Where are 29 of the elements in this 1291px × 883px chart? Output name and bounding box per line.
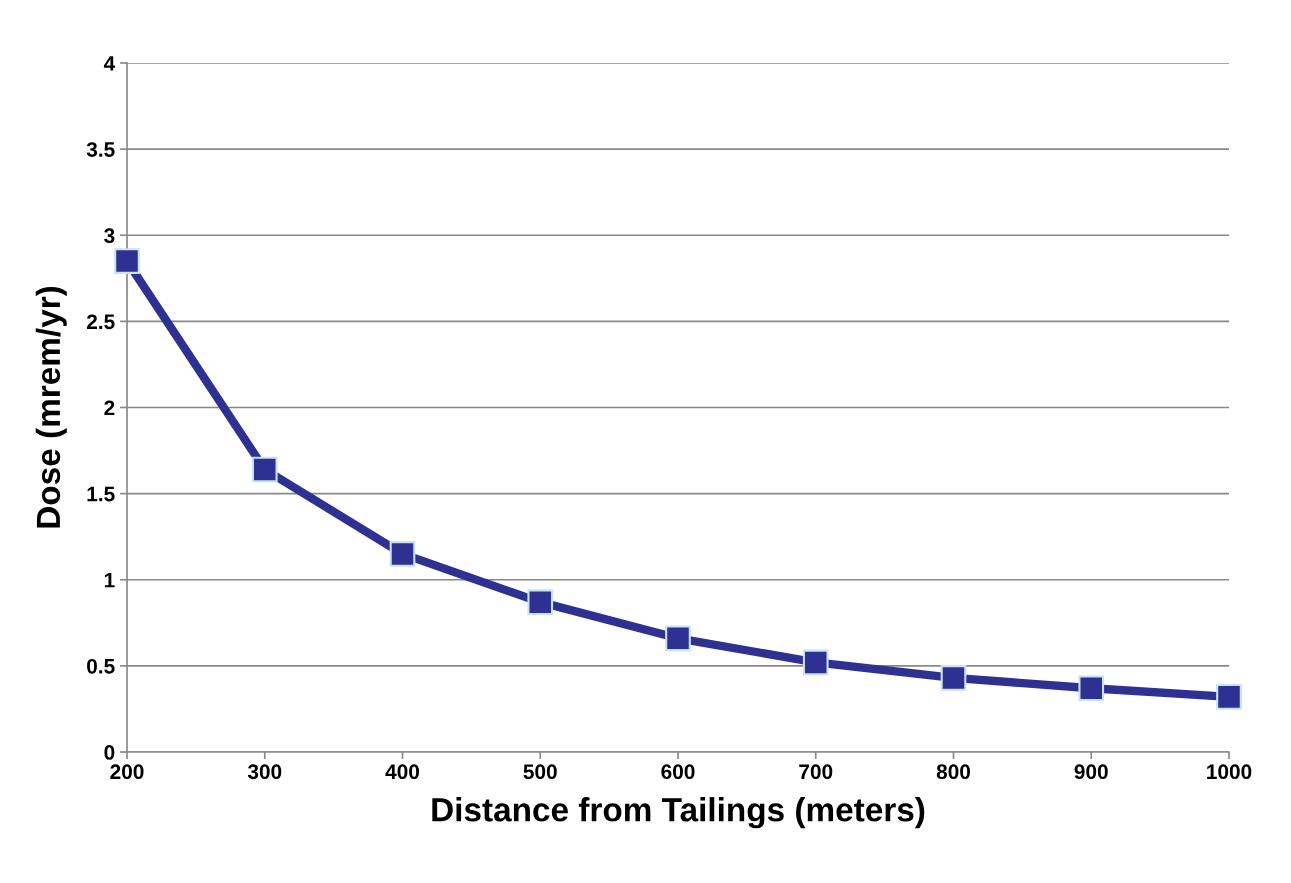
x-tick-label: 700: [799, 764, 833, 780]
y-tick-label: 2.5: [86, 314, 115, 330]
point: [251, 456, 278, 483]
point: [527, 589, 554, 615]
x-axis-title: Distance from Tailings (meters): [432, 797, 925, 829]
point: [940, 665, 967, 691]
x-tick-label: 1000: [1207, 764, 1252, 780]
point: [665, 625, 691, 652]
y-tick-label: 1: [104, 572, 115, 588]
x-tick-label: 300: [247, 764, 282, 780]
x-tick-label: 500: [523, 764, 557, 780]
y-tick-label: 0: [104, 745, 115, 760]
x-tick-label: 400: [385, 764, 420, 780]
x-tick-label: 900: [1074, 764, 1108, 780]
y-tick-label: 3: [104, 228, 115, 244]
point: [1216, 684, 1242, 710]
point: [802, 649, 829, 676]
point: [114, 248, 140, 274]
y-tick-label: 3.5: [86, 142, 115, 157]
y-tick-label: 0.5: [87, 658, 115, 674]
x-tick-label: 600: [661, 764, 695, 780]
x-tick-label: 200: [110, 764, 144, 780]
y-axis-title: Dose (mrem/yr): [35, 286, 67, 528]
x-tick-label: 800: [936, 764, 971, 780]
y-tick-label: 1.5: [87, 486, 115, 502]
point: [1078, 675, 1105, 702]
point: [389, 541, 416, 567]
y-tick-label: 2: [104, 400, 115, 416]
y-tick-label: 4: [103, 56, 116, 71]
